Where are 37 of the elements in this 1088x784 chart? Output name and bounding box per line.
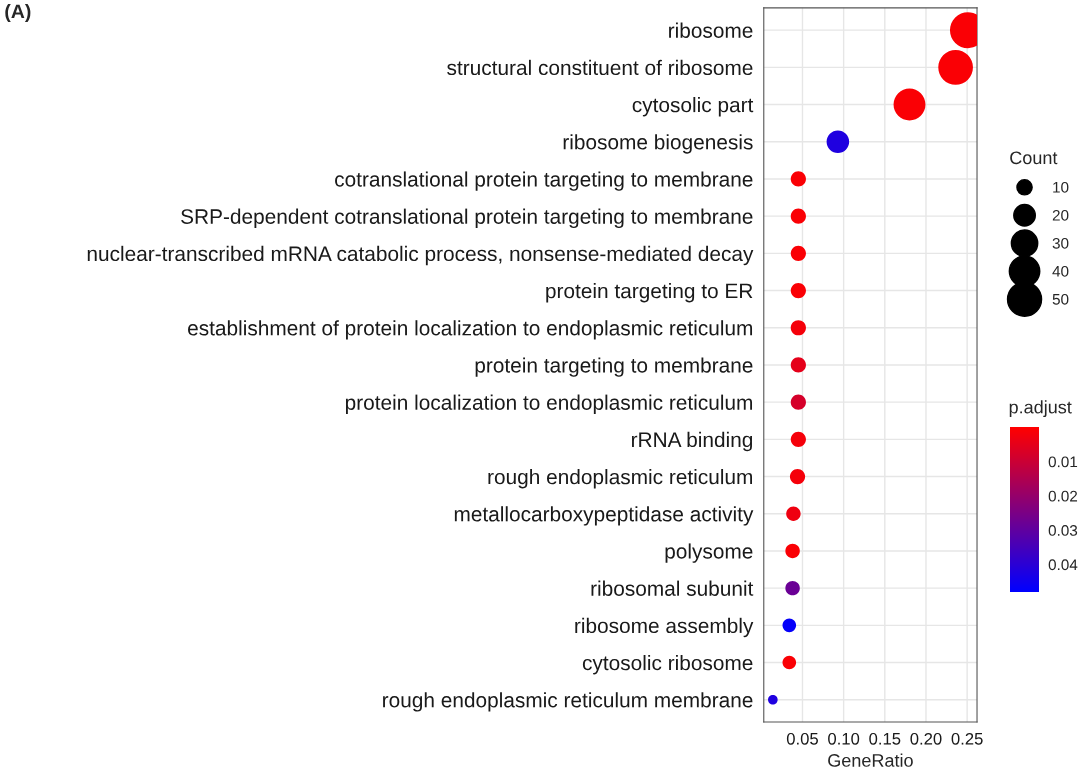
y-tick-label: ribosome biogenesis: [563, 134, 753, 154]
x-tick-label: 0.20: [910, 732, 942, 745]
legend-label: 20: [1052, 209, 1069, 221]
legend-label: 40: [1052, 265, 1069, 277]
y-tick-label: structural constituent of ribosome: [447, 59, 753, 76]
y-tick-label: SRP-dependent cotranslational protein targeting to membrane: [181, 208, 753, 229]
y-tick-label: polysome: [665, 543, 753, 563]
y-tick-label: rRNA binding: [631, 431, 753, 452]
y-tick-label: cotranslational protein targeting to membrane: [335, 171, 753, 191]
y-tick-label: protein targeting to membrane: [475, 357, 753, 377]
y-tick-label: rough endoplasmic reticulum: [488, 469, 752, 489]
y-tick-label: ribosome: [669, 22, 753, 38]
text: (A): [5, 3, 31, 23]
legend-label: 30: [1052, 237, 1069, 249]
x-tick-label: 0.25: [951, 732, 983, 745]
x-axis-title: GeneRatio: [828, 753, 913, 767]
y-tick-label: protein targeting to ER: [546, 283, 753, 303]
x-tick-label: 0.10: [828, 732, 860, 745]
y-tick-label: ribosome assembly: [575, 617, 754, 638]
y-tick-label: establishment of protein localization to endoplasmic reticulum: [188, 320, 753, 340]
legend-label: 50: [1052, 293, 1069, 305]
y-tick-label: ribosomal subunit: [591, 580, 754, 596]
y-tick-label: metallocarboxypeptidase activity: [454, 506, 754, 526]
legend-title: Count: [1010, 151, 1058, 165]
y-tick-label: cytosolic ribosome: [582, 655, 753, 675]
color-bar-label: 0.02: [1048, 490, 1078, 502]
y-tick-label: protein localization to endoplasmic reticulum: [345, 394, 753, 415]
color-bar-label: 0.01: [1048, 456, 1078, 468]
y-tick-label: rough endoplasmic reticulum membrane: [383, 692, 753, 712]
legend-label: 10: [1053, 181, 1069, 193]
color-bar-label: 0.04: [1048, 559, 1078, 571]
x-tick-label: 0.05: [786, 732, 818, 745]
x-tick-label: 0.15: [869, 732, 901, 745]
color-bar-title: p.adjust: [1009, 400, 1072, 418]
y-tick-label: cytosolic part: [632, 97, 754, 117]
color-bar-label: 0.03: [1048, 525, 1078, 536]
y-tick-label: nuclear-transcribed mRNA catabolic process, nonsense-mediated decay: [87, 245, 754, 266]
